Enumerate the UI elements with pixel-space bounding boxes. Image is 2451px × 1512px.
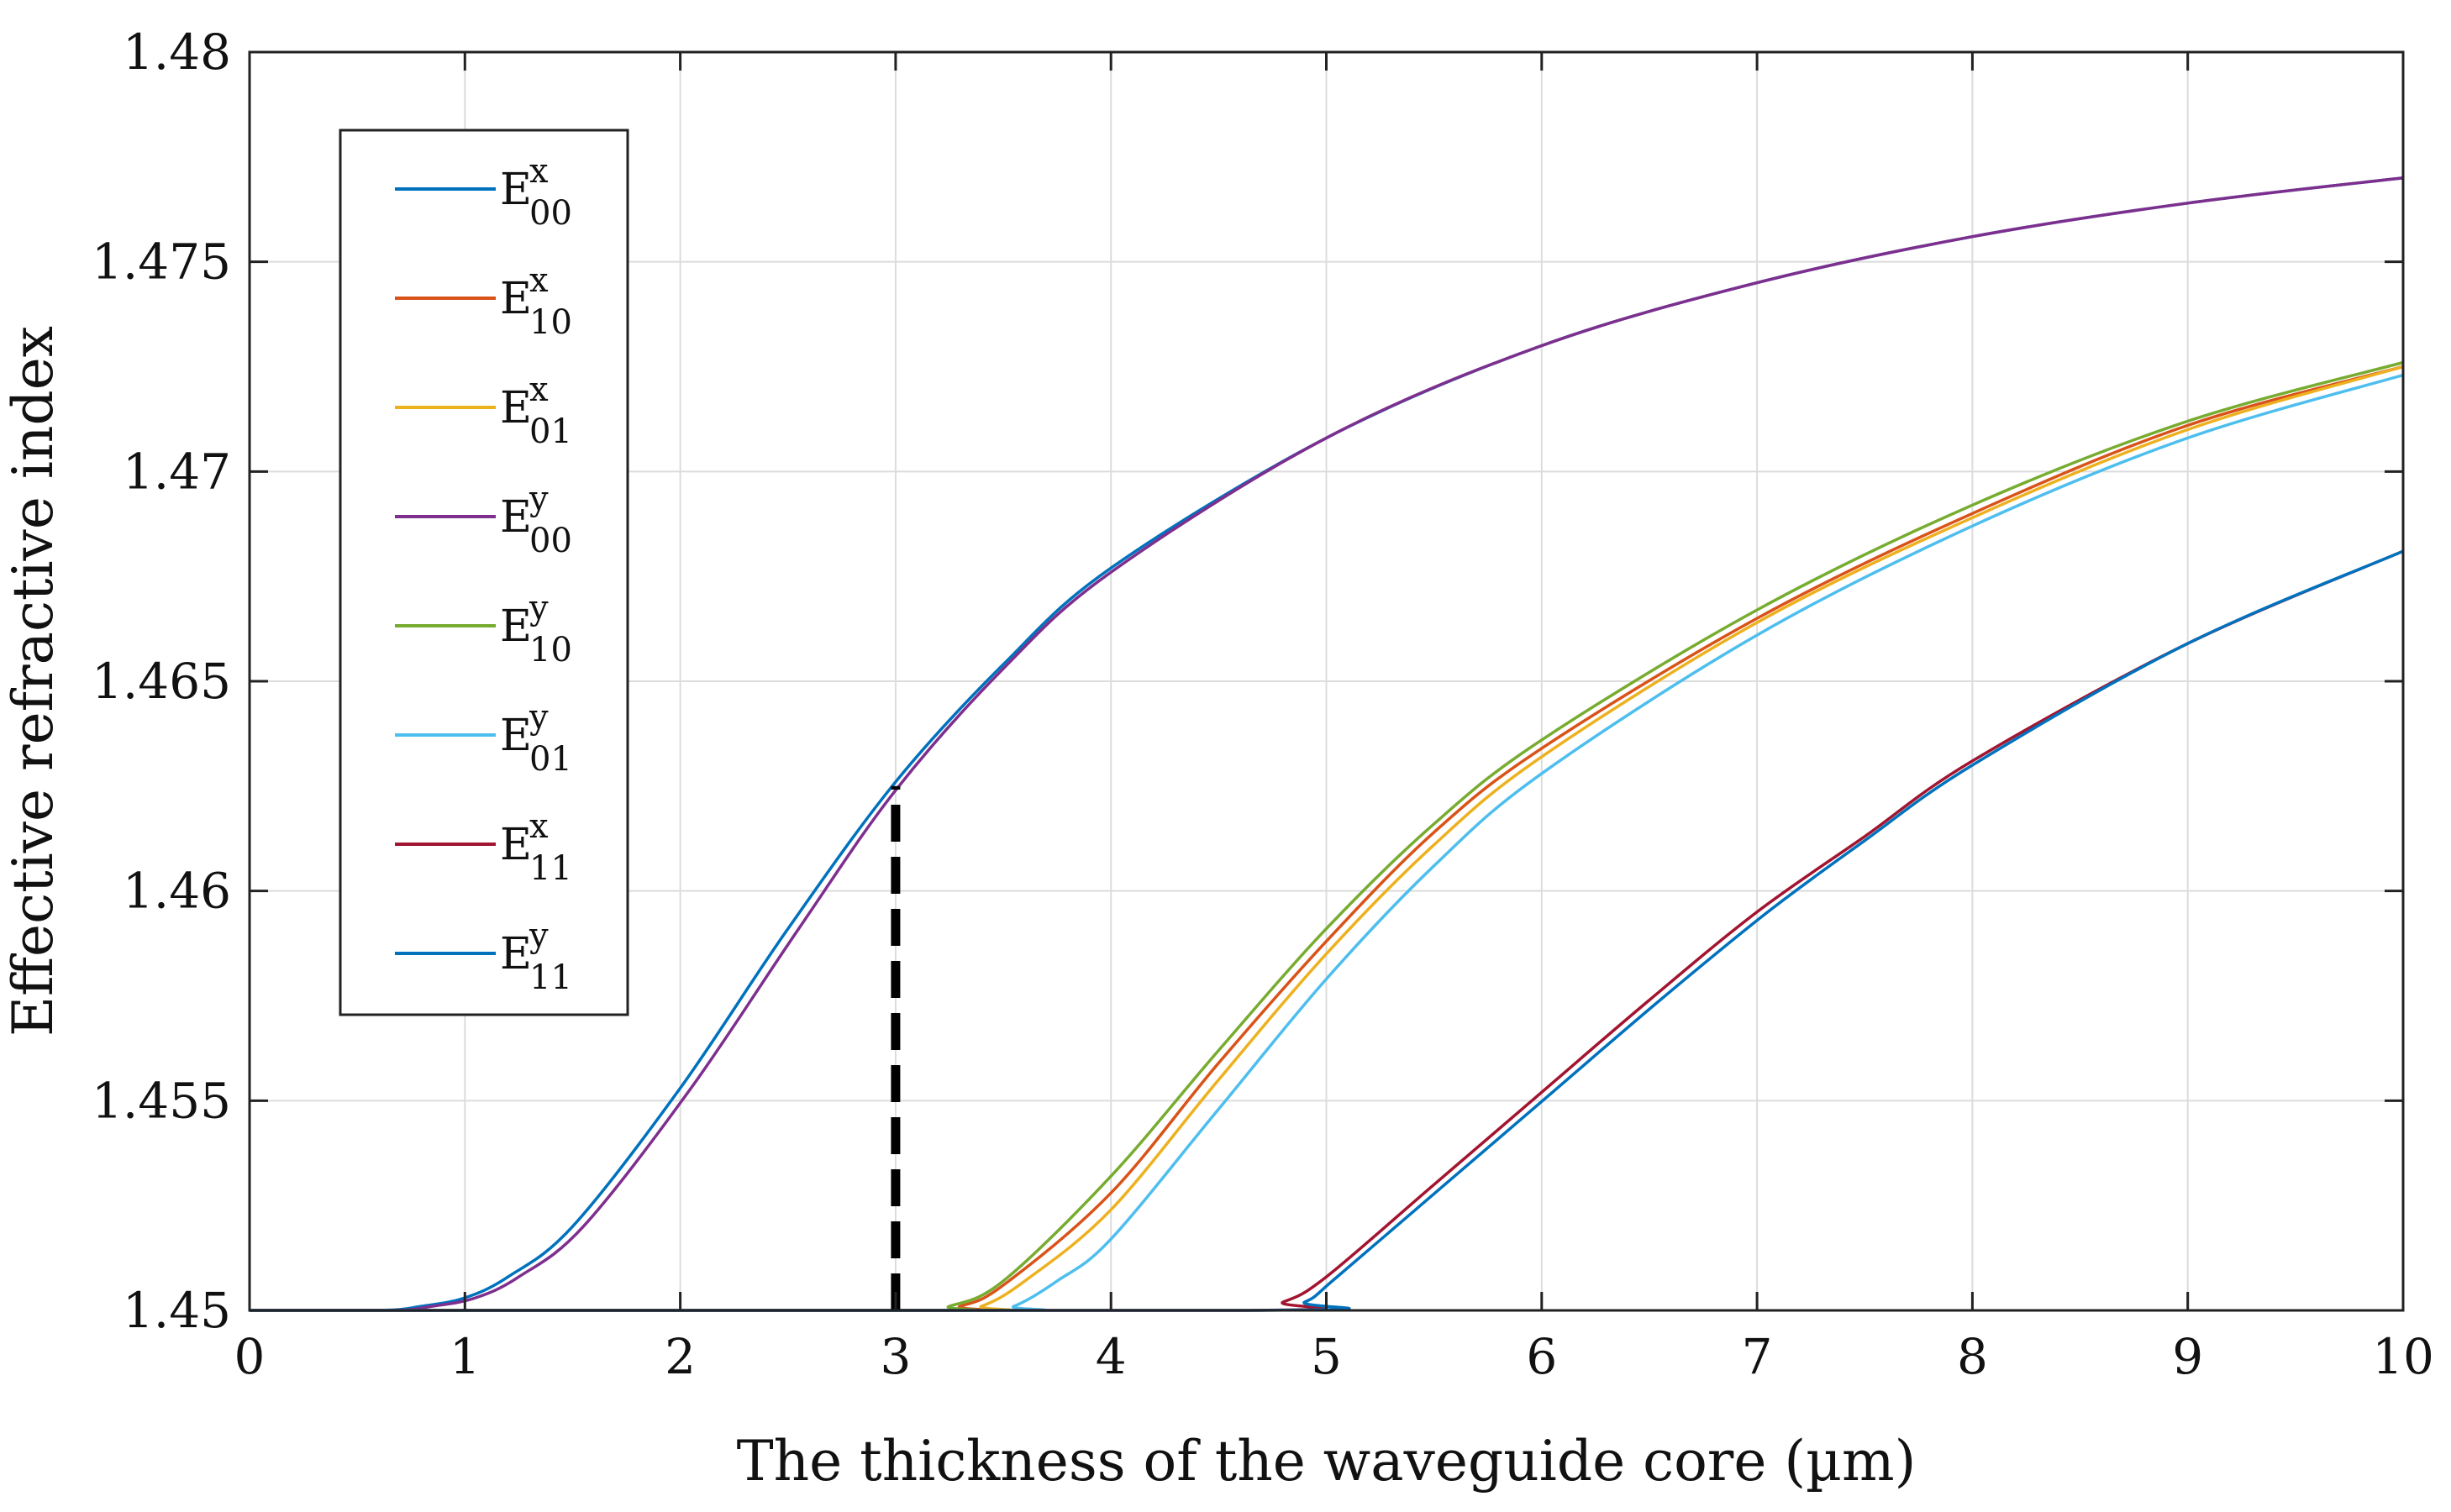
legend-label-base: E (500, 383, 532, 433)
x-tick-label: 6 (1526, 1328, 1557, 1385)
legend-label-subscript: 00 (529, 194, 572, 233)
x-tick-label: 1 (450, 1328, 481, 1385)
legend-label-superscript: y (529, 480, 549, 518)
y-tick-label: 1.46 (123, 863, 231, 920)
legend-label-base: E (500, 492, 532, 543)
legend-label-superscript: x (529, 152, 549, 191)
x-tick-label: 8 (1957, 1328, 1988, 1385)
x-tick-label: 2 (665, 1328, 696, 1385)
legend-label-base: E (500, 165, 532, 215)
legend-label-base: E (500, 711, 532, 761)
legend-label-superscript: x (529, 370, 549, 409)
legend-label-subscript: 01 (529, 412, 572, 451)
legend-label-base: E (500, 274, 532, 324)
x-tick-label: 7 (1742, 1328, 1773, 1385)
x-tick-label: 10 (2372, 1328, 2434, 1385)
x-tick-label: 4 (1096, 1328, 1127, 1385)
y-tick-label: 1.455 (92, 1072, 231, 1129)
legend-label-subscript: 11 (529, 958, 572, 997)
legend-label-superscript: y (529, 698, 549, 737)
legend-label-subscript: 01 (529, 740, 572, 779)
tick-layer: 0 1 2 3 4 5 6 7 8 9 101.451.4551.461.4651.471.4751… (92, 24, 2434, 1385)
legend-label-subscript: 10 (529, 631, 572, 669)
legend-box (339, 129, 629, 1016)
x-tick-label: 0 (234, 1328, 266, 1385)
x-tick-label: 3 (880, 1328, 911, 1385)
y-tick-label: 1.48 (123, 24, 231, 81)
legend-label-superscript: x (529, 261, 549, 300)
legend-label-base: E (500, 601, 532, 652)
legend-label-superscript: x (529, 807, 549, 846)
legend-label-superscript: y (529, 589, 549, 627)
series-line-3 (250, 176, 2404, 1312)
legend-label-superscript: y (529, 916, 549, 955)
x-axis-label: The thickness of the waveguide core (µm) (737, 1429, 1917, 1494)
legend-label-base: E (500, 820, 532, 870)
legend-label-subscript: 10 (529, 303, 572, 342)
x-tick-label: 5 (1311, 1328, 1342, 1385)
y-tick-label: 1.475 (92, 234, 231, 291)
legend-label-subscript: 11 (529, 849, 572, 888)
y-tick-label: 1.45 (123, 1282, 231, 1339)
legend-label-base: E (500, 929, 532, 979)
y-axis-label: Effective refractive index (1, 326, 66, 1037)
y-tick-label: 1.465 (92, 653, 231, 710)
legend-label-subscript: 00 (529, 522, 572, 560)
x-tick-label: 9 (2172, 1328, 2203, 1385)
y-tick-label: 1.47 (123, 443, 231, 500)
